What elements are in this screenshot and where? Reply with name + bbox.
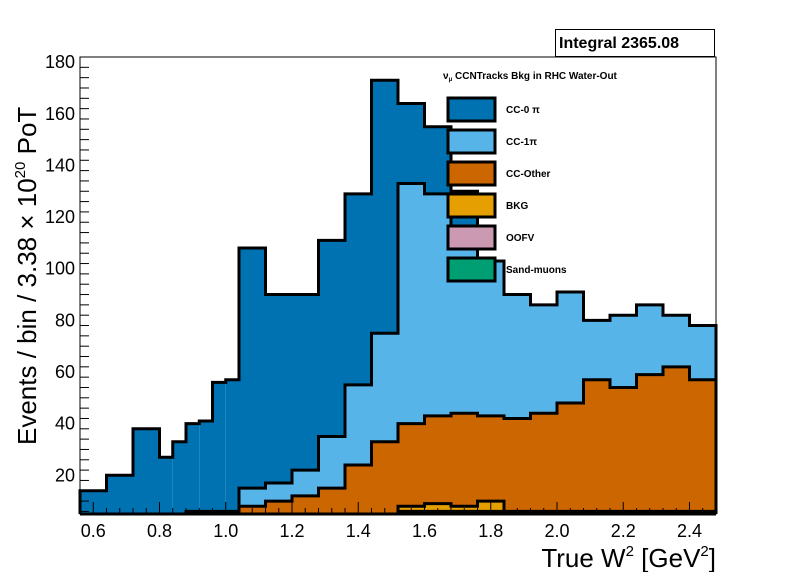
bar: [212, 382, 226, 514]
bar: [199, 421, 213, 514]
series-outline: [80, 182, 718, 516]
bar: [398, 423, 425, 514]
x-tick-label: 2.0: [544, 521, 569, 541]
legend-swatch: [446, 192, 497, 219]
x-axis: 0.6 0.8 1.0 1.2 1.4 1.6 1.8 2.0 2.2 2.4: [81, 502, 717, 541]
legend-label: Sand-muons: [506, 265, 567, 276]
x-tick-label: 1.4: [346, 521, 371, 541]
bar: [239, 248, 266, 515]
x-tick-label: 0.8: [147, 521, 172, 541]
x-tick-label: 1.6: [412, 521, 437, 541]
bar: [477, 415, 504, 514]
y-axis: 20 40 60 80 100 120 140 160 180: [45, 52, 89, 512]
x-tick-label: 2.4: [677, 521, 702, 541]
bar: [610, 387, 637, 514]
y-tick-label: 20: [55, 465, 75, 485]
bar: [424, 415, 451, 514]
y-axis-label: Events / bin / 3.38 × 1020 PoT: [12, 107, 42, 445]
bar: [265, 501, 292, 514]
y-tick-label: 80: [55, 310, 75, 330]
bar: [172, 441, 186, 514]
x-tick-label: 1.8: [478, 521, 503, 541]
bar: [583, 379, 610, 514]
stacked-histogram: [78, 78, 718, 516]
bar: [225, 379, 239, 514]
x-tick-label: 1.2: [279, 521, 304, 541]
bar: [186, 423, 200, 514]
legend-label: OOFV: [506, 233, 535, 244]
x-axis-label: True W2 [GeV2]: [541, 543, 716, 572]
legend: CC-0 π CC-1π CC-Other BKG OOFV Sand-muons: [446, 96, 567, 283]
y-tick-label: 120: [45, 207, 75, 227]
series-2: [80, 365, 718, 516]
legend-swatch: [446, 160, 497, 187]
bar: [106, 475, 133, 514]
legend-swatch: [446, 128, 497, 155]
legend-swatch: [446, 96, 497, 123]
x-tick-label: 2.2: [611, 521, 636, 541]
y-tick-label: 40: [55, 414, 75, 434]
legend-label: BKG: [506, 201, 528, 212]
bar: [663, 366, 690, 514]
x-tick-label: 1.0: [213, 521, 238, 541]
bar: [689, 379, 716, 514]
legend-label: CC-Other: [506, 169, 551, 180]
x-tick-label: 0.6: [81, 521, 106, 541]
y-tick-label: 180: [45, 52, 75, 72]
legend-label: CC-0 π: [506, 105, 540, 116]
bar: [133, 428, 160, 514]
bar: [636, 374, 663, 514]
integral-label: Integral 2365.08: [559, 35, 680, 52]
legend-label: CC-1π: [506, 137, 537, 148]
legend-swatch: [446, 224, 497, 251]
bar: [451, 413, 478, 514]
y-tick-label: 60: [55, 362, 75, 382]
chart-title: νμ CCNTracks Bkg in RHC Water-Out: [443, 71, 618, 83]
y-tick-label: 160: [45, 104, 75, 124]
bar: [292, 495, 319, 514]
y-tick-label: 100: [45, 259, 75, 279]
bar: [504, 418, 531, 514]
legend-swatch: [446, 256, 497, 283]
integral-stats-box: Integral 2365.08: [555, 29, 715, 57]
bar: [159, 457, 173, 514]
bar: [530, 413, 557, 514]
y-tick-label: 140: [45, 155, 75, 175]
bar: [557, 402, 584, 514]
bar: [265, 294, 292, 514]
bar: [371, 441, 398, 514]
